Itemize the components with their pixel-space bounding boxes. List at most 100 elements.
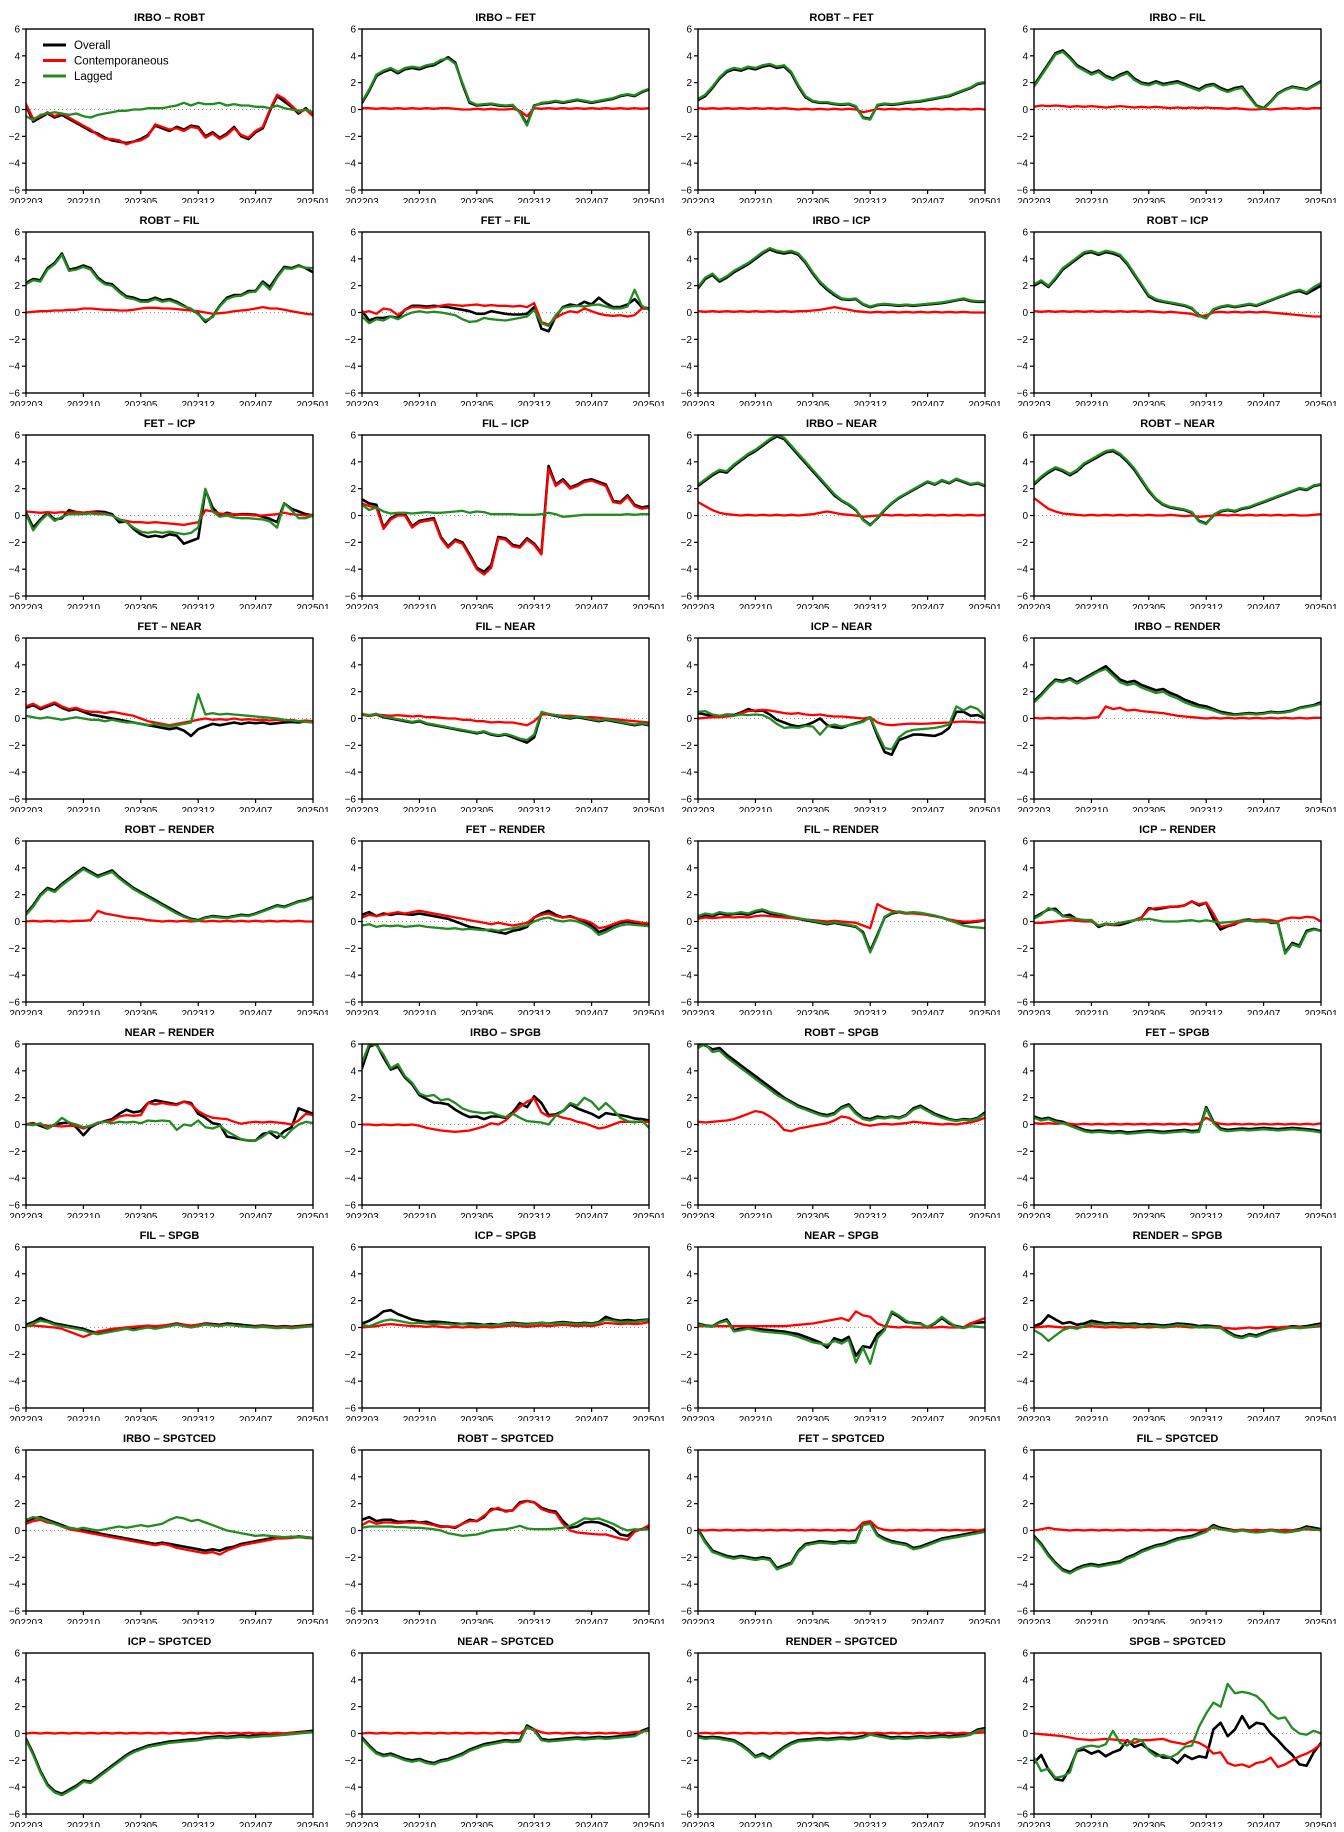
x-tick-label: 202210 [1075, 400, 1109, 406]
x-tick-label: 202210 [739, 806, 773, 812]
x-tick-label: 202210 [403, 603, 437, 609]
chart-NEAR – SPGB: NEAR – SPGB −6 −4 −2 0 2 4 6 202203 202210 202305 2… [681, 1230, 1003, 1426]
y-tick-label: −6 [345, 389, 357, 400]
y-tick-label: −2 [9, 1147, 21, 1158]
y-tick-label: 6 [350, 634, 356, 645]
y-tick-label: 0 [686, 308, 692, 319]
y-tick-label: 0 [1022, 308, 1028, 319]
y-tick-label: −4 [9, 565, 21, 576]
y-tick-label: 4 [350, 1675, 356, 1686]
x-tick-label: 202305 [796, 1821, 830, 1827]
x-tick-label: 202501 [968, 197, 1002, 203]
chart-tile: ICP – RENDER −6 −4 −2 0 2 4 6 202203 202210 202305… [1008, 812, 1344, 1020]
y-tick-label: −6 [9, 1404, 21, 1415]
x-tick-label: 202407 [1247, 1821, 1281, 1827]
x-tick-label: 202501 [296, 806, 330, 812]
x-tick-label: 202210 [1075, 806, 1109, 812]
y-tick-label: −6 [345, 186, 357, 197]
chart-ICP – NEAR: ICP – NEAR −6 −4 −2 0 2 4 6 202203 202210 202305 20… [681, 621, 1003, 817]
y-tick-label: 2 [686, 1702, 692, 1713]
x-tick-label: 202210 [67, 1212, 101, 1218]
y-tick-label: 6 [14, 1243, 20, 1254]
y-tick-label: −2 [9, 1756, 21, 1767]
y-tick-label: −6 [345, 1607, 357, 1618]
y-tick-label: −2 [681, 335, 693, 346]
chart-FIL – NEAR: FIL – NEAR −6 −4 −2 0 2 4 6 202203 202210 202305 20… [345, 621, 667, 817]
plot-border [697, 1652, 986, 1815]
y-tick-label: 2 [1022, 890, 1028, 901]
y-tick-label: 6 [14, 837, 20, 848]
series-lagged-line [698, 1522, 985, 1571]
x-tick-label: 202501 [1304, 1212, 1338, 1218]
y-tick-label: −6 [681, 998, 693, 1009]
y-tick-label: 6 [686, 837, 692, 848]
chart-title: ROBT – ICP [1147, 215, 1209, 227]
y-tick-label: 6 [350, 1446, 356, 1457]
y-tick-label: 2 [1022, 78, 1028, 89]
x-tick-label: 202210 [739, 603, 773, 609]
series-lagged-line [698, 62, 985, 121]
y-tick-label: −6 [1017, 1810, 1029, 1821]
y-tick-label: 0 [1022, 1323, 1028, 1334]
chart-ROBT – FIL: ROBT – FIL −6 −4 −2 0 2 4 6 202203 202210 202305 20… [9, 215, 331, 411]
y-tick-label: 4 [1022, 863, 1028, 874]
series-overall-line [362, 1724, 649, 1765]
x-tick-label: 202312 [518, 603, 552, 609]
x-tick-label: 202501 [1304, 806, 1338, 812]
y-tick-label: −6 [9, 998, 21, 1009]
chart-tile: NEAR – SPGB −6 −4 −2 0 2 4 6 202203 202210 202305 2… [672, 1218, 1008, 1426]
x-tick-label: 202210 [739, 197, 773, 203]
x-tick-label: 202312 [182, 400, 216, 406]
y-tick-label: 0 [686, 1526, 692, 1537]
x-tick-label: 202203 [1017, 197, 1051, 203]
chart-IRBO – FIL: IRBO – FIL −6 −4 −2 0 2 4 6 202203 202210 202305 20… [1017, 12, 1339, 208]
y-tick-label: 0 [350, 1120, 356, 1131]
series-contemporaneous-line [698, 500, 985, 518]
chart-ROBT – FET: ROBT – FET −6 −4 −2 0 2 4 6 202203 202210 202305 20… [681, 12, 1003, 208]
y-tick-label: 2 [350, 890, 356, 901]
x-tick-label: 202501 [632, 1415, 666, 1421]
y-tick-label: 4 [686, 1269, 692, 1280]
y-tick-label: 4 [14, 1675, 20, 1686]
chart-title: ROBT – NEAR [1140, 418, 1215, 430]
series-lagged-line [26, 693, 313, 728]
y-tick-label: −2 [1017, 538, 1029, 549]
series-lagged-line [26, 487, 313, 536]
series-group [698, 1726, 985, 1761]
series-group [362, 909, 649, 937]
y-tick-label: −2 [681, 1350, 693, 1361]
x-tick-label: 202407 [575, 806, 609, 812]
x-tick-label: 202312 [518, 1415, 552, 1421]
series-contemporaneous-line [1034, 496, 1321, 518]
series-overall-line [26, 702, 313, 738]
chart-title: FET – FIL [481, 215, 531, 227]
series-group [1034, 1314, 1321, 1343]
x-tick-label: 202305 [796, 1212, 830, 1218]
x-tick-label: 202312 [854, 197, 888, 203]
y-tick-label: −4 [1017, 1580, 1029, 1591]
x-tick-label: 202407 [575, 1618, 609, 1624]
x-tick-label: 202203 [1017, 603, 1051, 609]
series-group [698, 1519, 985, 1571]
y-tick-label: 0 [350, 105, 356, 116]
series-contemporaneous-line [698, 107, 985, 114]
plot-border [1033, 1246, 1322, 1409]
x-tick-label: 202407 [911, 1212, 945, 1218]
x-tick-label: 202305 [796, 1618, 830, 1624]
y-tick-label: −2 [1017, 335, 1029, 346]
y-tick-label: 4 [686, 1675, 692, 1686]
y-tick-label: 4 [14, 660, 20, 671]
y-tick-label: 2 [14, 281, 20, 292]
x-tick-label: 202203 [681, 1821, 715, 1827]
y-tick-label: −4 [9, 971, 21, 982]
x-tick-label: 202501 [296, 1821, 330, 1827]
y-tick-label: −6 [9, 1201, 21, 1212]
series-contemporaneous-line [1034, 1526, 1321, 1532]
y-tick-label: 6 [686, 228, 692, 239]
series-group [362, 1044, 649, 1134]
y-tick-label: 0 [1022, 1120, 1028, 1131]
chart-title: IRBO – ROBT [134, 12, 205, 24]
chart-tile: FET – SPGB −6 −4 −2 0 2 4 6 202203 202210 202305 20… [1008, 1015, 1344, 1223]
series-group [362, 1499, 649, 1542]
